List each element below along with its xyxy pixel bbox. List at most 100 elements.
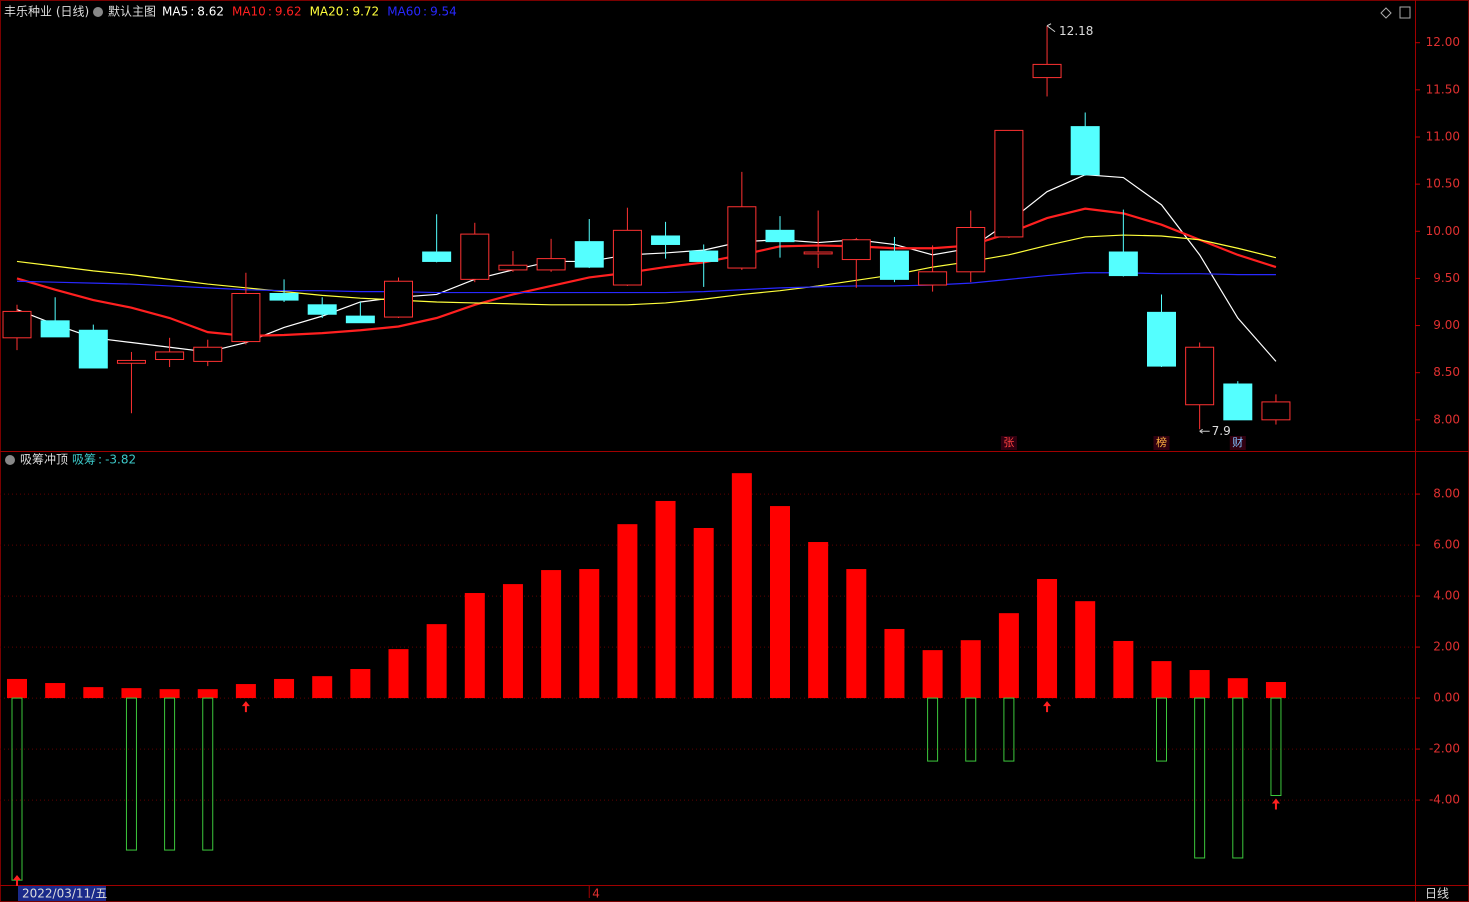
bar bbox=[1232, 697, 1244, 859]
bar bbox=[159, 689, 180, 699]
candle-body bbox=[2, 310, 32, 339]
legend-text: : bbox=[423, 5, 427, 19]
high-label: 12.18 bbox=[1059, 24, 1093, 38]
bar bbox=[7, 678, 27, 699]
legend-text: MA60 bbox=[387, 5, 421, 19]
bar bbox=[617, 524, 638, 699]
indicator-title: 吸筹冲顶 bbox=[20, 452, 68, 467]
bar bbox=[960, 640, 981, 699]
candle-body bbox=[460, 233, 490, 280]
y-tick-label: 4.00 bbox=[1433, 589, 1460, 603]
candle-body bbox=[384, 280, 413, 318]
candle-body bbox=[689, 250, 719, 262]
ma-line bbox=[16, 207, 1277, 338]
bar bbox=[884, 628, 905, 699]
bar bbox=[541, 570, 562, 699]
bar bbox=[1003, 697, 1015, 762]
bar bbox=[1270, 697, 1282, 796]
cursor-bg bbox=[18, 886, 106, 901]
legend-text: : bbox=[98, 453, 102, 467]
bar bbox=[235, 684, 256, 699]
bar bbox=[1037, 578, 1058, 699]
candle-body bbox=[40, 320, 70, 338]
y-tick-label: 10.50 bbox=[1426, 177, 1460, 191]
legend-text: MA10 bbox=[232, 5, 266, 19]
candle-body bbox=[1147, 311, 1176, 367]
legend-text: 8.62 bbox=[197, 5, 224, 19]
event-bg bbox=[1000, 436, 1017, 450]
period-label: 日线 bbox=[1425, 887, 1449, 901]
bar bbox=[770, 506, 790, 699]
bar bbox=[1075, 601, 1096, 699]
y-tick-label: 8.00 bbox=[1433, 412, 1460, 426]
bar bbox=[922, 650, 943, 699]
y-tick-label: 8.00 bbox=[1433, 487, 1460, 501]
candle-body bbox=[1032, 63, 1062, 79]
bar bbox=[965, 697, 977, 762]
candle-body bbox=[193, 346, 223, 362]
candle-body bbox=[612, 229, 642, 286]
bar bbox=[579, 569, 600, 699]
candle-body bbox=[1185, 346, 1215, 406]
bar bbox=[1194, 697, 1206, 859]
candle-body bbox=[879, 250, 909, 280]
menu-icon[interactable] bbox=[93, 7, 103, 17]
low-label: 7.9 bbox=[1212, 424, 1231, 438]
bar bbox=[1265, 682, 1286, 699]
event-label: 榜 bbox=[1156, 435, 1167, 449]
bar bbox=[388, 649, 409, 699]
low-pointer bbox=[1199, 428, 1210, 434]
candle-body bbox=[345, 315, 375, 324]
bar bbox=[274, 678, 295, 699]
y-tick-label: 9.00 bbox=[1433, 318, 1460, 332]
menu-icon[interactable] bbox=[5, 455, 15, 465]
y-tick-label: 10.00 bbox=[1426, 224, 1460, 238]
y-tick-label: 11.50 bbox=[1426, 82, 1460, 96]
bar bbox=[426, 624, 447, 699]
bar bbox=[1113, 640, 1134, 699]
legend-text: 吸筹 bbox=[72, 453, 96, 467]
bar bbox=[655, 500, 676, 699]
candle-body bbox=[536, 258, 566, 271]
event-bg bbox=[1153, 436, 1170, 450]
candle-body bbox=[956, 227, 986, 273]
bar bbox=[1189, 670, 1210, 699]
bar bbox=[464, 593, 485, 699]
y-tick-label: 12.00 bbox=[1426, 35, 1460, 49]
x-tick-label: 4 bbox=[592, 887, 600, 901]
y-tick-label: 0.00 bbox=[1433, 691, 1460, 705]
candle-body bbox=[307, 304, 337, 315]
candle-body bbox=[1223, 383, 1253, 421]
candle-body bbox=[803, 251, 833, 255]
panel-icon[interactable] bbox=[1399, 6, 1411, 19]
candle-body bbox=[727, 206, 757, 269]
legend-text: 9.72 bbox=[352, 5, 379, 19]
candle-body bbox=[1108, 251, 1138, 277]
bar bbox=[1156, 697, 1167, 762]
y-tick-label: 9.50 bbox=[1433, 271, 1460, 285]
chart-title: 丰乐种业 (日线) bbox=[4, 5, 89, 19]
signal-arrow bbox=[1043, 701, 1052, 713]
candle-body bbox=[994, 129, 1024, 238]
candle-body bbox=[841, 239, 871, 261]
candle-body bbox=[918, 271, 948, 286]
toggle-icon[interactable] bbox=[1380, 7, 1392, 19]
event-label: 财 bbox=[1232, 435, 1243, 449]
candle-body bbox=[1261, 401, 1291, 421]
bar bbox=[45, 683, 66, 699]
legend-text: MA20 bbox=[310, 5, 344, 19]
legend-text: : bbox=[345, 5, 349, 19]
y-tick-label: 6.00 bbox=[1433, 538, 1460, 552]
bar bbox=[121, 688, 142, 699]
y-tick-label: -2.00 bbox=[1429, 742, 1460, 756]
candle-body bbox=[422, 251, 452, 262]
cursor-label: 2022/03/11/五 bbox=[22, 887, 107, 901]
candle-body bbox=[651, 235, 681, 245]
candle-body bbox=[116, 359, 146, 364]
bar bbox=[1151, 661, 1172, 699]
candle-body bbox=[231, 292, 261, 343]
bar bbox=[998, 613, 1019, 699]
bar bbox=[83, 687, 104, 699]
